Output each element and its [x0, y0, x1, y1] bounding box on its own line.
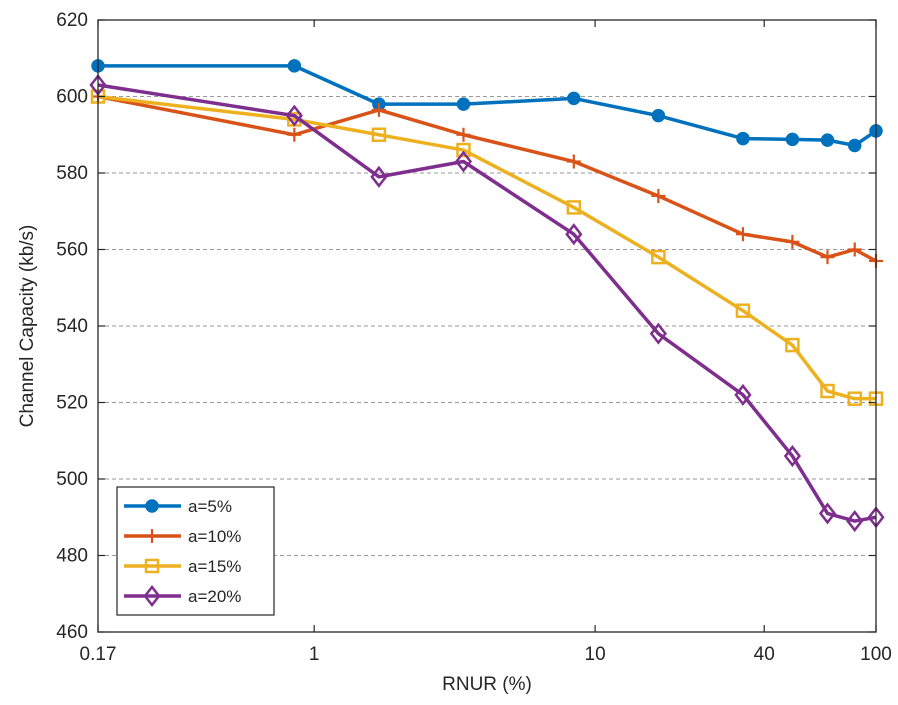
legend-item: a=20%	[124, 584, 241, 608]
legend: a=5% a=10% a=15% a=20%	[116, 486, 275, 616]
data-point-circle	[145, 499, 159, 513]
data-point-circle	[287, 59, 302, 73]
data-point-circle	[736, 131, 750, 146]
y-tick-label: 620	[56, 10, 88, 31]
y-tick-label: 500	[56, 469, 88, 490]
x-tick-label: 40	[754, 644, 775, 665]
data-point-plus	[456, 127, 471, 142]
y-axis-title: Channel Capacity (kb/s)	[17, 225, 38, 428]
x-tick-label: 100	[860, 644, 892, 665]
data-point-square	[820, 383, 835, 399]
data-point-plus	[785, 234, 800, 249]
x-tick-label: 10	[585, 644, 606, 665]
data-point-plus	[287, 127, 302, 142]
data-point-diamond	[783, 445, 801, 468]
data-point-square	[735, 303, 751, 318]
data-point-diamond	[818, 502, 837, 525]
legend-item: a=15%	[124, 557, 241, 576]
data-point-diamond	[285, 104, 303, 127]
y-tick-label: 540	[56, 316, 88, 337]
data-point-circle	[820, 133, 835, 147]
data-point-circle	[456, 97, 471, 111]
data-point-plus	[847, 242, 862, 257]
y-tick-label: 460	[56, 622, 88, 643]
legend-item: a=10%	[124, 527, 241, 546]
series-line	[97, 83, 877, 523]
data-point-plus	[735, 227, 750, 242]
data-point-circle	[651, 108, 666, 123]
data-point-plus	[371, 102, 386, 117]
y-tick-label: 520	[56, 393, 88, 414]
legend-box	[116, 486, 275, 616]
data-point-square	[371, 127, 387, 142]
data-point-circle	[847, 138, 862, 153]
series-plus	[91, 89, 883, 268]
data-point-diamond	[370, 165, 388, 188]
x-axis-title: RNUR (%)	[442, 674, 532, 695]
data-point-plus	[820, 250, 835, 265]
data-point-square	[651, 249, 666, 265]
data-point-square	[785, 337, 800, 353]
legend-label: a=15%	[188, 557, 241, 576]
data-point-diamond	[846, 510, 864, 533]
y-tick-label: 480	[56, 546, 88, 567]
data-point-square	[847, 391, 862, 406]
y-tick-label: 580	[56, 163, 88, 184]
legend-label: a=5%	[188, 497, 232, 516]
data-point-diamond	[143, 584, 161, 608]
data-point-plus	[145, 529, 159, 543]
data-point-square	[566, 200, 582, 215]
tick-layer: 460 480 500 520 540 560 580 600 620 0.17 1 10 40 100	[56, 10, 892, 665]
legend-item: a=5%	[124, 497, 232, 516]
data-point-diamond	[734, 383, 752, 406]
data-point-circle	[567, 91, 581, 106]
data-point-square	[456, 142, 471, 158]
legend-label: a=10%	[188, 527, 241, 546]
legend-label: a=20%	[188, 587, 241, 606]
data-point-circle	[785, 132, 800, 147]
data-point-diamond	[649, 322, 667, 345]
y-tick-label: 560	[56, 240, 88, 261]
data-point-diamond	[454, 150, 473, 173]
data-point-diamond	[565, 223, 583, 246]
data-point-plus	[651, 188, 666, 203]
x-tick-label: 1	[309, 644, 320, 665]
y-tick-label: 600	[56, 87, 88, 108]
x-tick-label: 0.17	[80, 644, 117, 665]
data-point-plus	[566, 154, 581, 169]
series-line	[97, 94, 876, 401]
data-point-square	[144, 558, 160, 574]
